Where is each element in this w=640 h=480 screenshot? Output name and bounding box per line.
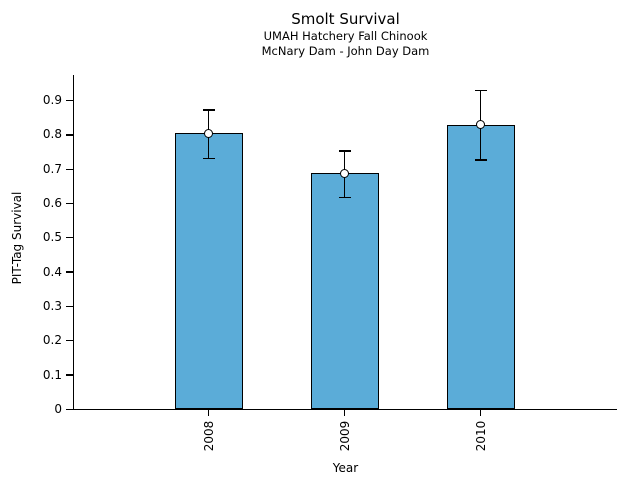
chart-subtitle-line1: UMAH Hatchery Fall Chinook [263, 29, 428, 43]
point-marker [204, 128, 213, 138]
y-tick-mark [66, 408, 73, 410]
y-tick-mark [66, 237, 73, 239]
bar [446, 124, 515, 410]
error-bar-cap-top [338, 150, 351, 152]
chart-title: Smolt Survival [291, 10, 400, 28]
bar [174, 133, 243, 410]
y-tick-label: 0.9 [42, 93, 62, 108]
error-bar-cap-top [202, 109, 215, 111]
x-tick-label: 2009 [337, 420, 352, 452]
y-tick-label: 0.3 [42, 298, 62, 313]
y-tick-label: 0.1 [42, 367, 62, 382]
x-axis-label: Year [332, 461, 359, 475]
y-tick-mark [66, 202, 73, 205]
y-tick-label: 0.7 [42, 161, 62, 176]
y-tick-mark [66, 271, 73, 273]
y-tick-label: 0.5 [42, 230, 62, 245]
error-bar-cap-top [474, 89, 487, 92]
y-tick-label: 0.8 [42, 127, 62, 142]
error-bar-cap-bottom [338, 196, 351, 199]
x-tick-mark [343, 409, 346, 417]
chart-subtitle-line2: McNary Dam - John Day Dam [261, 44, 430, 58]
y-tick-mark [66, 134, 73, 136]
y-tick-mark [66, 374, 73, 376]
point-marker [340, 168, 349, 178]
x-tick-mark [207, 409, 210, 417]
y-tick-label: 0.2 [42, 333, 62, 348]
y-tick-label: 0.6 [42, 196, 62, 210]
x-tick-label: 2008 [201, 420, 216, 452]
error-bar-cap-bottom [202, 157, 215, 159]
y-tick-mark [66, 340, 73, 342]
y-tick-mark [66, 305, 73, 308]
y-tick-label: 0.4 [42, 264, 62, 279]
y-tick-mark [66, 99, 73, 102]
bar [310, 173, 379, 410]
error-bar-cap-bottom [474, 159, 487, 161]
y-tick-label: 0 [54, 401, 62, 416]
x-tick-label: 2010 [473, 420, 488, 452]
y-tick-mark [66, 168, 73, 170]
x-tick-mark [479, 409, 482, 417]
point-marker [476, 120, 485, 130]
